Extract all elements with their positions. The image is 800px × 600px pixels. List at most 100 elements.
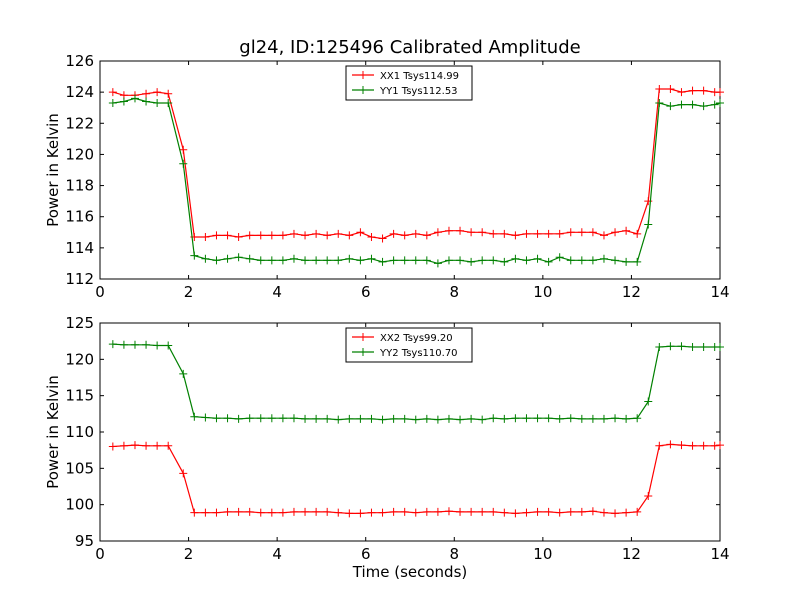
data-point	[356, 509, 365, 518]
data-point	[522, 229, 531, 238]
data-point	[256, 414, 265, 423]
data-point	[108, 340, 117, 349]
data-point	[444, 256, 453, 265]
data-point	[666, 85, 675, 94]
data-point	[500, 414, 509, 423]
data-point	[478, 256, 487, 265]
data-point	[367, 232, 376, 241]
data-point	[334, 229, 343, 238]
data-point	[119, 441, 128, 450]
data-point	[400, 231, 409, 240]
data-point	[611, 414, 620, 423]
data-point	[622, 257, 631, 266]
data-point	[378, 257, 387, 266]
data-point	[599, 508, 608, 517]
data-point	[666, 102, 675, 111]
data-point	[522, 414, 531, 423]
data-point	[256, 256, 265, 265]
data-point	[389, 507, 398, 516]
data-point	[312, 507, 321, 516]
legend-marker	[359, 71, 367, 79]
data-point	[599, 254, 608, 263]
data-point	[201, 232, 210, 241]
y-axis-label: Power in Kelvin	[44, 375, 62, 489]
data-point	[190, 251, 199, 260]
data-point	[334, 256, 343, 265]
data-point	[699, 102, 708, 111]
data-point	[599, 414, 608, 423]
x-tick-label: 14	[710, 283, 729, 301]
data-point	[378, 415, 387, 424]
data-point	[666, 342, 675, 351]
data-point	[130, 441, 139, 450]
data-point	[716, 99, 724, 108]
y-tick-label: 100	[65, 496, 94, 514]
data-point	[153, 441, 162, 450]
x-tick-label: 0	[95, 545, 105, 563]
data-point	[389, 256, 398, 265]
data-point	[356, 414, 365, 423]
data-point	[323, 231, 332, 240]
data-point	[478, 507, 487, 516]
data-point	[467, 507, 476, 516]
data-point	[108, 442, 117, 451]
data-point	[566, 507, 575, 516]
data-point	[588, 507, 597, 516]
data-point	[433, 228, 442, 237]
data-point	[655, 99, 664, 108]
data-point	[164, 441, 173, 450]
data-point	[699, 342, 708, 351]
data-point	[411, 229, 420, 238]
data-point	[179, 145, 188, 154]
y-tick-label: 110	[65, 423, 94, 441]
data-point	[699, 86, 708, 95]
data-point	[555, 253, 564, 262]
data-point	[716, 88, 724, 97]
x-tick-label: 12	[622, 545, 641, 563]
data-point	[688, 100, 697, 109]
data-point	[577, 228, 586, 237]
top-plot: 0 2 4 6 8 10 12 14 112 114 116 118 120 122 124 126 Power…	[44, 52, 730, 301]
y-tick-label: 125	[65, 314, 94, 332]
data-point	[533, 229, 542, 238]
data-point	[234, 507, 243, 516]
data-point	[622, 414, 631, 423]
data-point	[555, 508, 564, 517]
data-point	[699, 441, 708, 450]
data-point	[644, 491, 653, 500]
x-tick-label: 6	[361, 545, 371, 563]
y-tick-label: 112	[65, 270, 94, 288]
data-point	[489, 507, 498, 516]
y-tick-label: 124	[65, 83, 94, 101]
data-point	[533, 414, 542, 423]
data-point	[142, 340, 151, 349]
data-point	[234, 232, 243, 241]
data-point	[489, 229, 498, 238]
data-point	[444, 507, 453, 516]
data-point	[633, 257, 642, 266]
data-point	[500, 257, 509, 266]
data-point	[334, 415, 343, 424]
y-axis-label: Power in Kelvin	[44, 113, 62, 227]
data-point	[655, 441, 664, 450]
legend-box	[345, 327, 473, 363]
data-point	[433, 507, 442, 516]
data-point	[301, 507, 310, 516]
data-point	[389, 414, 398, 423]
data-point	[478, 415, 487, 424]
data-point	[655, 85, 664, 94]
data-point	[411, 256, 420, 265]
data-point	[588, 256, 597, 265]
data-point	[644, 397, 653, 406]
data-point	[164, 341, 173, 350]
data-point	[267, 414, 276, 423]
x-axis-label: Time (seconds)	[352, 563, 468, 581]
series-line	[112, 88, 720, 240]
data-point	[312, 256, 321, 265]
data-point	[334, 508, 343, 517]
data-point	[666, 440, 675, 449]
data-point	[577, 256, 586, 265]
data-point	[179, 469, 188, 478]
data-point	[456, 256, 465, 265]
